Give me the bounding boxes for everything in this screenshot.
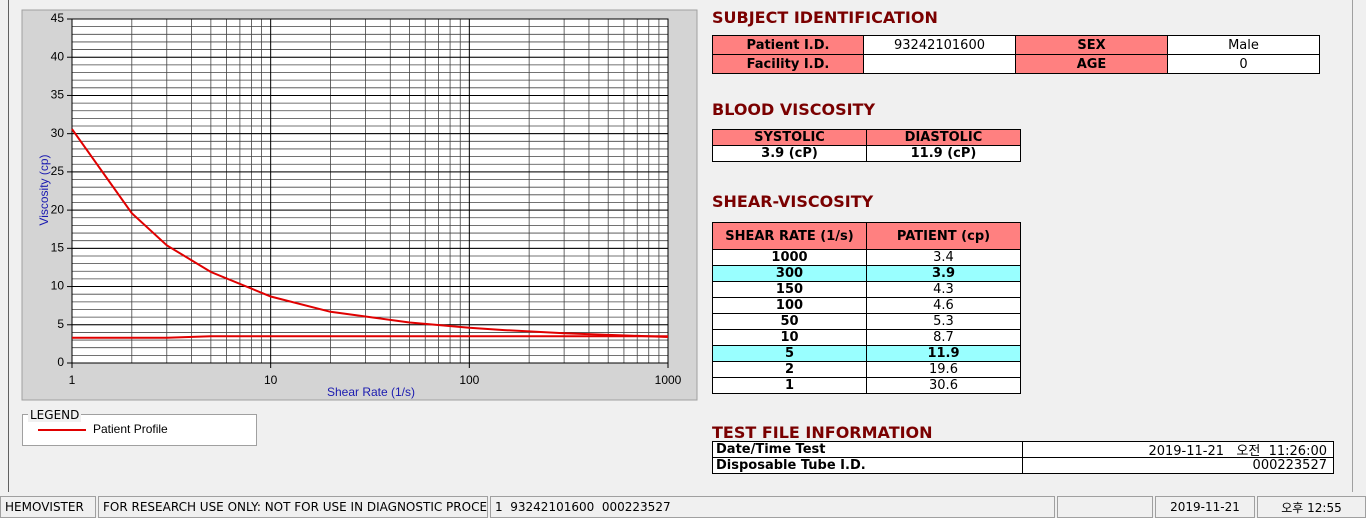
y-tick-label: 10 bbox=[51, 279, 65, 293]
field-label: SEX bbox=[1015, 35, 1168, 55]
field-value bbox=[863, 54, 1016, 74]
status-cell: 1 93242101600 000223527 bbox=[490, 496, 1055, 518]
plot-area bbox=[72, 19, 668, 363]
x-tick-label: 1 bbox=[69, 373, 76, 387]
section-title: BLOOD VISCOSITY bbox=[712, 100, 876, 119]
shear-rate: 1 bbox=[712, 377, 867, 394]
status-cell: 오후 12:55 bbox=[1257, 496, 1366, 518]
y-tick-label: 30 bbox=[51, 126, 65, 140]
y-tick-label: 0 bbox=[57, 355, 64, 369]
shear-rate: 5 bbox=[712, 345, 867, 362]
y-tick-label: 15 bbox=[51, 241, 65, 255]
section-title: SUBJECT IDENTIFICATION bbox=[712, 8, 938, 27]
field-label: Facility I.D. bbox=[712, 54, 864, 74]
field-label: AGE bbox=[1015, 54, 1168, 74]
table-header: SYSTOLIC bbox=[712, 129, 867, 146]
info-label: Date/Time Test bbox=[712, 441, 1023, 458]
shear-rate: 1000 bbox=[712, 249, 867, 266]
table-header: PATIENT (cp) bbox=[866, 222, 1021, 250]
window-border bbox=[8, 0, 9, 492]
shear-rate: 10 bbox=[712, 329, 867, 346]
shear-rate: 300 bbox=[712, 265, 867, 282]
field-value: 93242101600 bbox=[863, 35, 1016, 55]
status-cell: HEMOVISTER bbox=[0, 496, 96, 518]
table-value: 3.9 (cP) bbox=[712, 145, 867, 162]
patient-viscosity: 8.7 bbox=[866, 329, 1021, 346]
data-line bbox=[72, 335, 668, 339]
status-cell: 2019-11-21 bbox=[1155, 496, 1255, 518]
chart: Shear Rate (1/s) Viscosity (cp) 0 5 10 15 20… bbox=[21, 9, 698, 401]
field-label: Patient I.D. bbox=[712, 35, 864, 55]
x-tick-label: 100 bbox=[459, 373, 479, 387]
table-header: DIASTOLIC bbox=[866, 129, 1021, 146]
table-value: 11.9 (cP) bbox=[866, 145, 1021, 162]
y-tick-label: 45 bbox=[51, 11, 65, 25]
info-label: Disposable Tube I.D. bbox=[712, 457, 1023, 474]
patient-viscosity: 4.6 bbox=[866, 297, 1021, 314]
y-tick-label: 40 bbox=[51, 49, 65, 63]
patient-viscosity: 30.6 bbox=[866, 377, 1021, 394]
y-tick-label: 5 bbox=[57, 317, 64, 331]
patient-viscosity: 3.9 bbox=[866, 265, 1021, 282]
legend-title: LEGEND bbox=[28, 408, 82, 422]
field-value: Male bbox=[1167, 35, 1320, 55]
data-line bbox=[71, 128, 669, 338]
patient-viscosity: 11.9 bbox=[866, 345, 1021, 362]
y-tick-label: 25 bbox=[51, 164, 65, 178]
x-tick-label: 10 bbox=[264, 373, 278, 387]
shear-rate: 150 bbox=[712, 281, 867, 298]
legend-label: Patient Profile bbox=[93, 422, 168, 436]
y-tick-label: 20 bbox=[51, 202, 65, 216]
legend-svg: Patient Profile bbox=[38, 422, 168, 436]
legend: Patient Profile bbox=[22, 414, 257, 446]
info-value: 000223527 bbox=[1022, 457, 1334, 474]
patient-viscosity: 19.6 bbox=[866, 361, 1021, 378]
shear-rate: 50 bbox=[712, 313, 867, 330]
info-value: 2019-11-21 오전 11:26:00 bbox=[1022, 441, 1334, 458]
patient-viscosity: 5.3 bbox=[866, 313, 1021, 330]
status-cell bbox=[1057, 496, 1153, 518]
x-axis-label: Shear Rate (1/s) bbox=[327, 385, 415, 399]
window-border bbox=[1352, 0, 1353, 492]
section-title: SHEAR-VISCOSITY bbox=[712, 192, 874, 211]
section-title: TEST FILE INFORMATION bbox=[712, 423, 933, 442]
shear-rate: 100 bbox=[712, 297, 867, 314]
table-header: SHEAR RATE (1/s) bbox=[712, 222, 867, 250]
status-bar: HEMOVISTER FOR RESEARCH USE ONLY: NOT FOR… bbox=[0, 496, 1366, 518]
field-value: 0 bbox=[1167, 54, 1320, 74]
shear-rate: 2 bbox=[712, 361, 867, 378]
plot-border bbox=[71, 18, 669, 364]
y-tick-label: 35 bbox=[51, 88, 65, 102]
y-axis-label: Viscosity (cp) bbox=[37, 154, 51, 225]
x-tick-label: 1000 bbox=[655, 373, 682, 387]
patient-viscosity: 4.3 bbox=[866, 281, 1021, 298]
patient-viscosity: 3.4 bbox=[866, 249, 1021, 266]
status-cell: FOR RESEARCH USE ONLY: NOT FOR USE IN DI… bbox=[98, 496, 488, 518]
